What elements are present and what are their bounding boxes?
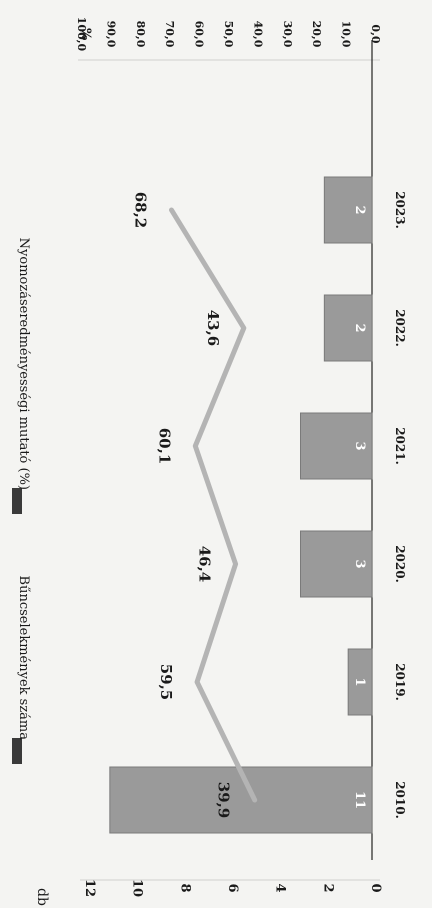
right-axis-tick-label: 40,0 — [251, 21, 264, 48]
legend-swatch-line — [12, 488, 22, 514]
left-axis-tick-label: 4 — [273, 883, 288, 892]
right-axis-tick-label: 90,0 — [104, 21, 117, 48]
legend-label-line: Nyomozáseredményességi mutató (%) — [16, 238, 31, 490]
bar-0 — [109, 766, 373, 834]
line-data-label: 59,5 — [157, 664, 175, 701]
bar-data-label: 2 — [352, 205, 367, 214]
right-axis-tick-label: 100,0 — [75, 17, 88, 52]
line-data-label: 60,1 — [155, 428, 173, 465]
bar-data-label: 11 — [352, 791, 367, 809]
category-label: 2010. — [393, 781, 407, 819]
bar-5 — [323, 176, 373, 244]
percent-point-4 — [241, 326, 246, 330]
percent-point-2 — [233, 562, 238, 566]
left-axis-tick-label: 6 — [225, 883, 240, 892]
right-axis-tick-label: 70,0 — [163, 21, 176, 48]
category-label: 2019. — [393, 663, 407, 701]
percent-point-5 — [169, 208, 174, 212]
percent-line — [168, 207, 258, 803]
right-axis-tick-label: 30,0 — [281, 21, 294, 48]
left-axis-unit-label: db — [34, 888, 50, 906]
right-axis-tick-label: 50,0 — [222, 21, 235, 48]
category-label: 2020. — [393, 545, 407, 583]
left-axis-tick-label: 10 — [130, 879, 145, 897]
left-axis-tick-label: 12 — [82, 879, 97, 897]
right-axis-tick-label: 20,0 — [310, 21, 323, 48]
bar-1 — [347, 648, 373, 716]
left-axis-tick-label: 0 — [368, 883, 383, 892]
percent-point-1 — [195, 680, 200, 684]
legend-swatch-bars — [12, 738, 22, 764]
right-axis-tick-label: 80,0 — [134, 21, 147, 48]
bar-data-label: 3 — [352, 559, 367, 568]
left-axis-tick-label: 8 — [177, 883, 192, 892]
bar-2 — [300, 530, 373, 598]
bar-data-label: 1 — [352, 677, 367, 686]
percent-point-0 — [252, 798, 257, 802]
bar-4 — [323, 294, 373, 362]
right-axis-tick-label: 0,0 — [369, 24, 382, 43]
bar-3 — [300, 412, 373, 480]
line-data-label: 39,9 — [215, 782, 233, 819]
bar-data-label: 3 — [352, 441, 367, 450]
left-axis-tick-label: 2 — [320, 883, 335, 892]
line-data-label: 46,4 — [196, 546, 214, 583]
plot-group: 024681012db0,010,020,030,040,050,060,070… — [12, 17, 407, 906]
right-axis-tick-label: 60,0 — [193, 21, 206, 48]
category-label: 2022. — [393, 309, 407, 347]
percent-point-3 — [193, 444, 198, 448]
right-axis-unit-label: % — [78, 28, 93, 41]
right-axis-tick-label: 10,0 — [340, 21, 353, 48]
line-data-label: 68,2 — [131, 192, 149, 229]
bar-data-label: 2 — [352, 323, 367, 332]
category-label: 2023. — [393, 191, 407, 229]
line-data-label: 43,6 — [204, 310, 222, 347]
legend-label-bars: Bűncselekmények száma — [16, 576, 31, 741]
category-label: 2021. — [393, 427, 407, 465]
